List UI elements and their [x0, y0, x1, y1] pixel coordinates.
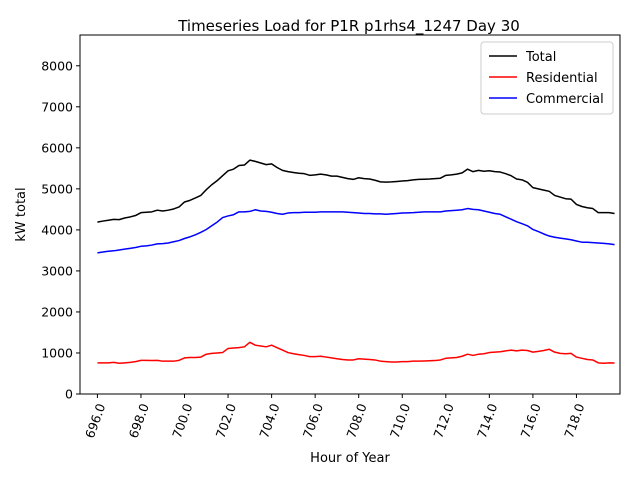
y-tick-label: 7000: [41, 99, 73, 114]
y-tick-label: 1000: [41, 345, 73, 360]
legend: Total Residential Commercial: [480, 41, 614, 115]
legend-box: [480, 41, 614, 115]
series-layer: [97, 159, 615, 364]
y-tick-label: 6000: [41, 140, 73, 155]
y-tick-label: 5000: [41, 181, 73, 196]
legend-label-total: Total: [525, 50, 556, 65]
y-axis: 0 1000 2000 3000 4000 5000 6000 7000 8000: [41, 58, 80, 402]
chart-title: Timeseries Load for P1R p1rhs4_1247 Day …: [177, 17, 520, 36]
y-axis-label: kW total: [14, 187, 29, 241]
legend-label-commercial: Commercial: [526, 92, 604, 107]
series-line-residential: [97, 341, 615, 364]
axes-frame: [79, 34, 621, 395]
x-axis-label: Hour of Year: [310, 451, 390, 466]
legend-label-residential: Residential: [526, 71, 598, 86]
series-line-total: [97, 159, 615, 223]
y-tick-label: 0: [65, 387, 73, 402]
series-line-commercial: [97, 207, 615, 254]
y-tick-label: 8000: [41, 58, 73, 73]
y-tick-label: 4000: [41, 222, 73, 237]
y-tick-label: 3000: [41, 263, 73, 278]
y-tick-label: 2000: [41, 304, 73, 319]
plot-frame: [79, 34, 621, 395]
